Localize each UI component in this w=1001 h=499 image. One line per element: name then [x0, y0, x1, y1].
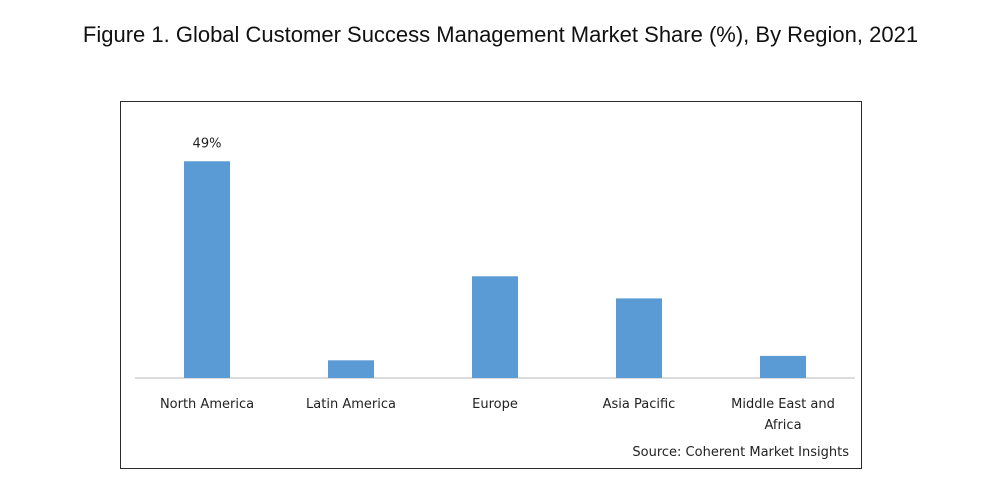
category-label: Africa: [764, 418, 801, 433]
bar-latin-america: [328, 360, 374, 378]
category-label: Middle East and: [731, 397, 835, 412]
bar-north-america: [184, 161, 230, 378]
source-note: Source: Coherent Market Insights: [632, 445, 849, 460]
bar-europe: [472, 276, 518, 378]
bar-asia-pacific: [616, 298, 662, 378]
bar-middle-east-and-africa: [760, 355, 806, 378]
chart-frame: 49% North America Latin America Europe Asia …: [120, 101, 862, 469]
data-label: 49%: [193, 136, 222, 151]
category-label: Europe: [472, 397, 518, 412]
figure-title: Figure 1. Global Customer Success Manage…: [82, 22, 919, 47]
bar-chart: 49% North America Latin America Europe Asia …: [135, 136, 855, 433]
category-label: North America: [160, 397, 254, 412]
category-label: Latin America: [306, 397, 396, 412]
category-label: Asia Pacific: [603, 397, 676, 412]
